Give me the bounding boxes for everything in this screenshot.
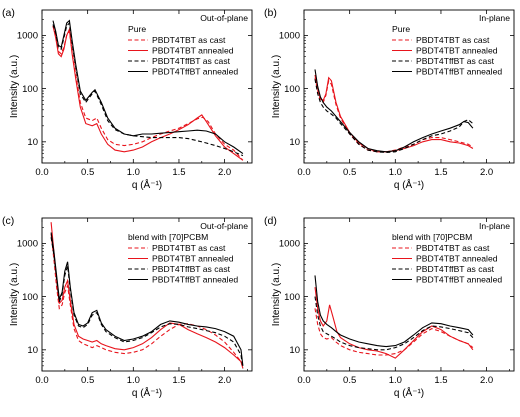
y-axis-label: Intensity (a.u.)	[9, 263, 20, 326]
y-tick-label: 100	[284, 84, 300, 95]
y-tick-label: 10	[27, 137, 38, 148]
y-tick-label: 1000	[17, 239, 38, 250]
x-tick-label: 2.0	[480, 167, 493, 178]
x-tick-label: 0.0	[297, 375, 310, 386]
series-line	[50, 232, 244, 366]
x-tick-label: 1.0	[389, 375, 402, 386]
legend-entry: PBDT4TBT annealed	[416, 46, 498, 56]
legend-entry: PBDT4TffBT annealed	[416, 67, 502, 77]
y-tick-label: 10	[27, 345, 38, 356]
x-tick-label: 0.5	[343, 375, 356, 386]
y-tick-label: 100	[22, 84, 38, 95]
series-line	[50, 222, 244, 369]
x-tick-label: 0.0	[35, 375, 48, 386]
legend-title: Pure	[392, 24, 410, 34]
legend-title: blend with [70]PCBM	[128, 232, 208, 242]
x-axis-label: q (Å⁻¹)	[132, 178, 162, 191]
legend-entry: PBDT4TBT as cast	[152, 35, 226, 45]
y-tick-label: 10	[289, 137, 300, 148]
y-axis-label: Intensity (a.u.)	[271, 263, 282, 326]
panel-label: (b)	[264, 7, 277, 19]
orientation-label: In-plane	[479, 13, 510, 23]
x-axis-label: q (Å⁻¹)	[394, 386, 424, 399]
x-tick-label: 2.0	[480, 375, 493, 386]
legend-entry: PBDT4TffBT as cast	[416, 264, 495, 274]
plot-frame	[41, 9, 253, 164]
chart-panel: 0.0 0.5 1.0 1.5 2.0 10 100 1000 q (Å⁻¹) Intensity…	[2, 7, 253, 191]
y-axis-label: Intensity (a.u.)	[271, 55, 282, 118]
series-line	[50, 233, 244, 369]
legend-title: blend with [70]PCBM	[392, 232, 472, 242]
legend-entry: PBDT4TBT as cast	[416, 35, 490, 45]
x-tick-label: 0.0	[297, 167, 310, 178]
x-tick-label: 0.5	[81, 375, 94, 386]
chart-panel: 0.0 0.5 1.0 1.5 2.0 10 100 1000 q (Å⁻¹) Intensity…	[2, 215, 253, 399]
series-line	[52, 25, 244, 161]
x-tick-label: 1.0	[389, 167, 402, 178]
x-tick-label: 2.0	[218, 167, 231, 178]
y-tick-label: 100	[284, 292, 300, 303]
orientation-label: Out-of-plane	[200, 13, 248, 23]
orientation-label: In-plane	[479, 221, 510, 231]
series-line	[314, 308, 474, 356]
panel-label: (c)	[2, 215, 14, 227]
series-line	[52, 21, 244, 157]
series-line	[50, 237, 244, 369]
legend-entry: PBDT4TffBT as cast	[152, 264, 231, 274]
legend-entry: PBDT4TffBT annealed	[152, 275, 238, 285]
panel-label: (a)	[2, 7, 15, 19]
y-tick-label: 1000	[279, 239, 300, 250]
legend-entry: PBDT4TBT as cast	[416, 243, 490, 253]
orientation-label: Out-of-plane	[200, 221, 248, 231]
x-tick-label: 0.0	[35, 167, 48, 178]
series-line	[314, 287, 474, 359]
series-line	[52, 19, 244, 155]
plot-frame	[303, 217, 515, 372]
series-line	[314, 79, 474, 154]
plot-frame	[41, 217, 253, 372]
legend-entry: PBDT4TBT as cast	[152, 243, 226, 253]
series-line	[314, 275, 474, 348]
x-axis-label: q (Å⁻¹)	[132, 386, 162, 399]
legend-entry: PBDT4TffBT annealed	[416, 275, 502, 285]
legend-entry: PBDT4TffBT as cast	[152, 56, 231, 66]
legend-entry: PBDT4TffBT as cast	[416, 56, 495, 66]
x-tick-label: 1.5	[172, 167, 185, 178]
legend-entry: PBDT4TBT annealed	[152, 46, 234, 56]
y-tick-label: 10	[289, 345, 300, 356]
series-line	[314, 69, 474, 153]
y-tick-label: 1000	[279, 31, 300, 42]
x-tick-label: 1.5	[434, 167, 447, 178]
legend-entry: PBDT4TBT annealed	[416, 254, 498, 264]
y-tick-label: 100	[22, 292, 38, 303]
x-tick-label: 2.0	[218, 375, 231, 386]
x-tick-label: 0.5	[81, 167, 94, 178]
series-line	[314, 296, 474, 351]
y-tick-label: 1000	[17, 31, 38, 42]
x-tick-label: 1.0	[127, 375, 140, 386]
legend-title: Pure	[128, 24, 146, 34]
panel-label: (d)	[264, 215, 277, 227]
series-line	[314, 74, 474, 153]
legend-entry: PBDT4TBT annealed	[152, 254, 234, 264]
x-tick-label: 1.0	[127, 167, 140, 178]
x-tick-label: 0.5	[343, 167, 356, 178]
x-tick-label: 1.5	[172, 375, 185, 386]
x-axis-label: q (Å⁻¹)	[394, 178, 424, 191]
legend-entry: PBDT4TffBT annealed	[152, 67, 238, 77]
chart-panel: 0.0 0.5 1.0 1.5 2.0 10 100 1000 q (Å⁻¹) Intensity…	[264, 7, 515, 191]
y-axis-label: Intensity (a.u.)	[9, 55, 20, 118]
x-tick-label: 1.5	[434, 375, 447, 386]
series-line	[314, 77, 474, 153]
chart-panel: 0.0 0.5 1.0 1.5 2.0 10 100 1000 q (Å⁻¹) Intensity…	[264, 215, 515, 399]
plot-frame	[303, 9, 515, 164]
